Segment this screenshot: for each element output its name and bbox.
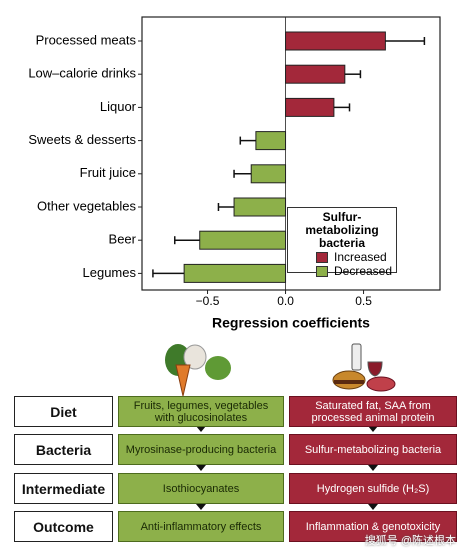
error-bar: [152, 269, 185, 278]
x-tick-label: 0.5: [355, 294, 372, 308]
plant-box: Fruits, legumes, vegetables with glucosi…: [118, 396, 284, 427]
y-tick-label: Other vegetables: [37, 198, 137, 213]
bar: [183, 263, 287, 283]
y-tick-label: Low–calorie drinks: [28, 66, 136, 81]
legend-swatch: [316, 251, 328, 263]
row-label: Bacteria: [14, 434, 113, 465]
legend-entry: Decreased: [316, 264, 396, 278]
animal-box: Saturated fat, SAA from processed animal…: [289, 396, 457, 427]
icons: [165, 343, 396, 397]
y-tick-label: Processed meats: [36, 32, 137, 47]
bar: [255, 131, 287, 151]
row-label: Diet: [14, 396, 113, 427]
y-tick-label: Beer: [109, 232, 137, 247]
error-bar: [344, 70, 362, 79]
plot-frame: [141, 16, 441, 291]
arrows: [196, 426, 378, 510]
plant-box: Isothiocyanates: [118, 473, 284, 504]
watermark: 搜狐号 @陈述根本: [364, 535, 456, 547]
legend-title: Sulfur-metabolizing bacteria: [305, 210, 379, 250]
error-bar: [333, 103, 351, 112]
y-tick-label: Liquor: [100, 99, 137, 114]
y-tick-label: Fruit juice: [80, 165, 136, 180]
x-tick-label: −0.5: [196, 294, 220, 308]
error-bar: [385, 37, 426, 45]
legend-entry: Increased: [316, 250, 396, 264]
error-bar: [233, 169, 252, 178]
bar: [199, 230, 287, 250]
error-bar: [239, 136, 256, 145]
legend-swatch: [316, 265, 328, 277]
y-tick-label: Sweets & desserts: [28, 132, 136, 147]
row-label: Intermediate: [14, 473, 113, 504]
bar: [250, 164, 287, 184]
plant-box: Myrosinase-producing bacteria: [118, 434, 284, 465]
error-bar: [217, 203, 235, 211]
animal-box: Sulfur-metabolizing bacteria: [289, 434, 457, 465]
x-axis-label: Regression coefficients: [212, 315, 370, 331]
legend: Sulfur-metabolizing bacteria Increased De…: [287, 207, 397, 278]
bar: [285, 31, 386, 51]
animal-box: Hydrogen sulfide (H₂S): [289, 473, 457, 504]
animal-box: Inflammation & genotoxicity: [289, 511, 457, 542]
legend-label: Increased: [334, 250, 387, 264]
row-label: Outcome: [14, 511, 113, 542]
error-bar: [174, 236, 200, 245]
bar: [233, 197, 287, 217]
x-tick-label: 0.0: [277, 294, 294, 308]
plant-box: Anti-inflammatory effects: [118, 511, 284, 542]
bar: [285, 64, 346, 84]
legend-label: Decreased: [334, 264, 393, 278]
y-tick-label: Legumes: [83, 265, 137, 280]
bar: [285, 97, 335, 117]
